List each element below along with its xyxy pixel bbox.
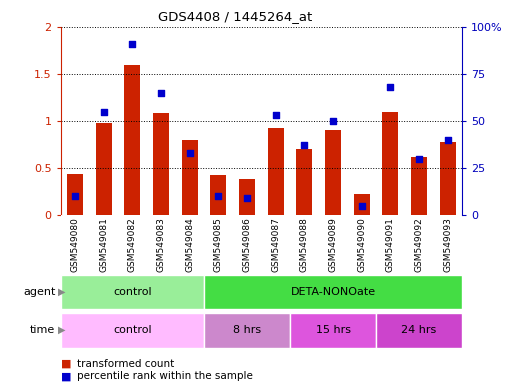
Text: GSM549087: GSM549087 bbox=[271, 217, 280, 272]
Text: GSM549083: GSM549083 bbox=[156, 217, 166, 272]
Bar bbox=[61, 275, 204, 309]
Bar bbox=[376, 313, 462, 348]
Text: agent: agent bbox=[23, 287, 55, 297]
Bar bbox=[211, 175, 226, 215]
Point bbox=[357, 203, 366, 209]
Text: control: control bbox=[113, 287, 152, 297]
Text: GSM549092: GSM549092 bbox=[414, 217, 423, 272]
Text: GSM549090: GSM549090 bbox=[357, 217, 366, 272]
Text: transformed count: transformed count bbox=[77, 359, 174, 369]
Text: control: control bbox=[113, 325, 152, 335]
Text: GSM549088: GSM549088 bbox=[300, 217, 309, 272]
Bar bbox=[125, 65, 140, 215]
Text: GSM549084: GSM549084 bbox=[185, 217, 194, 272]
Text: 8 hrs: 8 hrs bbox=[233, 325, 261, 335]
Bar bbox=[290, 313, 376, 348]
Point bbox=[300, 142, 308, 149]
Bar bbox=[204, 275, 462, 309]
Text: GSM549091: GSM549091 bbox=[386, 217, 395, 272]
Text: DETA-NONOate: DETA-NONOate bbox=[290, 287, 375, 297]
Text: ■: ■ bbox=[61, 359, 71, 369]
Text: percentile rank within the sample: percentile rank within the sample bbox=[77, 371, 252, 381]
Text: GDS4408 / 1445264_at: GDS4408 / 1445264_at bbox=[158, 10, 312, 23]
Point bbox=[157, 90, 165, 96]
Point bbox=[329, 118, 337, 124]
Bar bbox=[204, 313, 290, 348]
Bar bbox=[67, 174, 83, 215]
Bar bbox=[239, 179, 255, 215]
Text: ▶: ▶ bbox=[58, 287, 65, 297]
Bar bbox=[354, 194, 370, 215]
Point bbox=[71, 193, 79, 199]
Point bbox=[386, 84, 394, 90]
Point bbox=[214, 193, 223, 199]
Text: 15 hrs: 15 hrs bbox=[316, 325, 351, 335]
Text: GSM549093: GSM549093 bbox=[443, 217, 452, 272]
Text: 24 hrs: 24 hrs bbox=[401, 325, 437, 335]
Text: ■: ■ bbox=[61, 371, 71, 381]
Text: time: time bbox=[30, 325, 55, 335]
Bar bbox=[297, 149, 312, 215]
Text: GSM549081: GSM549081 bbox=[99, 217, 108, 272]
Point bbox=[271, 112, 280, 118]
Bar bbox=[382, 112, 398, 215]
Bar bbox=[268, 127, 284, 215]
Text: GSM549085: GSM549085 bbox=[214, 217, 223, 272]
Bar bbox=[153, 113, 169, 215]
Text: ▶: ▶ bbox=[58, 325, 65, 335]
Point bbox=[128, 41, 137, 47]
Point bbox=[99, 109, 108, 115]
Point bbox=[444, 137, 452, 143]
Text: GSM549086: GSM549086 bbox=[242, 217, 251, 272]
Point bbox=[415, 156, 423, 162]
Bar bbox=[96, 123, 111, 215]
Bar bbox=[182, 140, 197, 215]
Text: GSM549089: GSM549089 bbox=[328, 217, 337, 272]
Point bbox=[243, 195, 251, 201]
Bar bbox=[411, 157, 427, 215]
Bar bbox=[325, 131, 341, 215]
Text: GSM549080: GSM549080 bbox=[71, 217, 80, 272]
Text: GSM549082: GSM549082 bbox=[128, 217, 137, 272]
Bar bbox=[61, 313, 204, 348]
Point bbox=[185, 150, 194, 156]
Bar bbox=[440, 142, 456, 215]
